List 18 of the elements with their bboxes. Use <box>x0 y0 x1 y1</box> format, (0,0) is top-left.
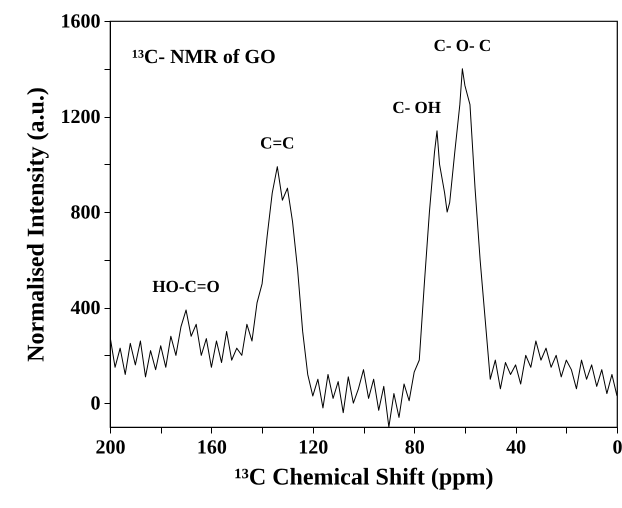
annotation: C- OH <box>392 98 442 117</box>
y-tick-label: 800 <box>70 202 100 224</box>
x-tick-label: 120 <box>298 436 328 458</box>
y-tick-label: 0 <box>90 392 100 415</box>
x-tick-label: 40 <box>506 436 526 458</box>
x-axis-title: ¹³C Chemical Shift (ppm) <box>234 464 494 490</box>
x-tick-label: 0 <box>612 436 622 458</box>
y-tick-label: 400 <box>70 297 100 320</box>
x-tick-label: 80 <box>404 436 425 458</box>
y-axis-title: Normalised Intensity (a.u.) <box>24 87 50 362</box>
x-tick-label: 200 <box>96 436 126 458</box>
y-tick-label: 1200 <box>60 106 100 128</box>
annotation: C=C <box>260 134 294 153</box>
text: ¹³C- NMR of GO <box>132 46 276 68</box>
annotation: C- O- C <box>434 36 492 55</box>
annotation: HO-C=O <box>152 276 220 296</box>
x-tick-label: 160 <box>196 436 227 458</box>
y-tick-label: 1600 <box>60 10 100 32</box>
